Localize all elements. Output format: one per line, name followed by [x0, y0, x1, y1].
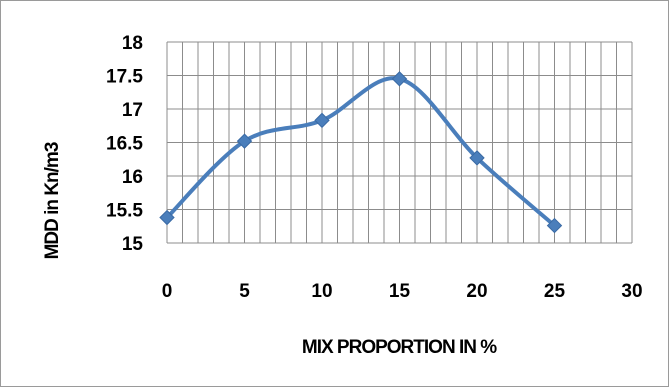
y-tick-labels: 15 15.5 16 16.5 17 17.5 18 — [106, 33, 143, 255]
data-point-marker — [159, 209, 175, 226]
y-tick-label: 15.5 — [106, 201, 143, 222]
x-tick-label: 5 — [239, 281, 250, 302]
series-layer — [159, 71, 563, 234]
x-tick-label: 15 — [389, 281, 411, 302]
y-tick-label: 18 — [122, 33, 143, 54]
x-axis-title: MIX PROPORTION IN % — [302, 337, 497, 358]
y-tick-label: 17.5 — [106, 67, 143, 88]
y-axis-title: MDD in Kn/m3 — [42, 142, 63, 259]
x-tick-label: 20 — [466, 281, 487, 302]
y-tick-label: 17 — [122, 100, 143, 121]
y-tick-label: 16 — [122, 167, 143, 188]
data-point-marker — [236, 133, 253, 149]
x-tick-labels: 0 5 10 15 20 25 30 — [162, 281, 643, 302]
x-tick-label: 0 — [162, 281, 173, 302]
grid-layer — [166, 41, 633, 244]
data-point-marker — [546, 217, 563, 234]
x-tick-label: 30 — [621, 281, 642, 302]
x-tick-label: 25 — [544, 281, 566, 302]
data-point-marker — [314, 112, 330, 129]
x-tick-label: 10 — [311, 281, 332, 302]
data-point-marker — [391, 71, 408, 87]
data-point-marker — [469, 150, 485, 166]
y-tick-label: 15 — [122, 234, 144, 255]
series-line — [165, 76, 557, 228]
y-tick-label: 16.5 — [106, 134, 143, 155]
